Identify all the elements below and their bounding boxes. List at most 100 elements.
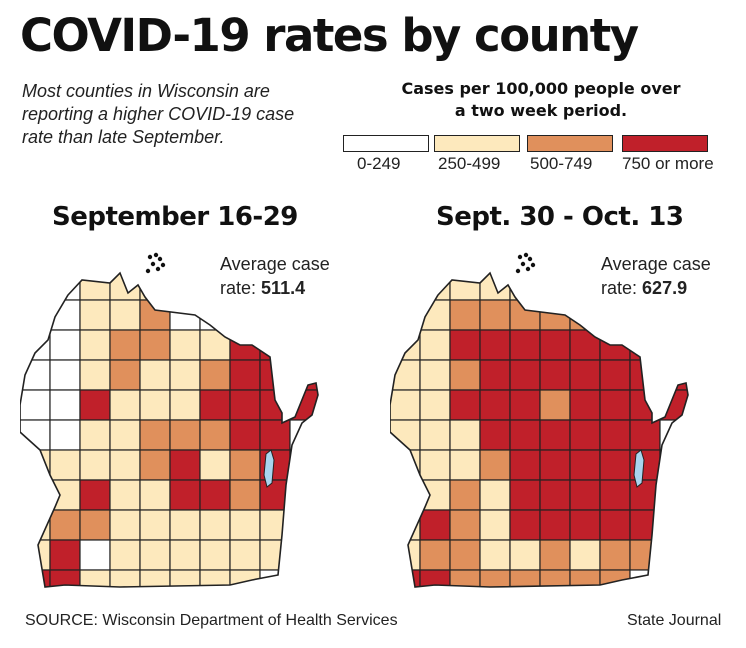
- apostle-island: [155, 266, 161, 272]
- county-cell: [509, 359, 541, 391]
- county-cell: [449, 273, 481, 301]
- county-cell: [659, 479, 688, 511]
- county-cell: [419, 329, 451, 361]
- county-cell: [79, 359, 111, 391]
- county-cell: [419, 539, 451, 571]
- county-cell: [449, 449, 481, 481]
- source-note: SOURCE: Wisconsin Department of Health S…: [25, 612, 398, 629]
- county-cell: [49, 273, 81, 301]
- county-cell: [449, 299, 481, 331]
- county-cell: [139, 509, 171, 541]
- county-cell: [49, 539, 81, 571]
- county-cell: [659, 569, 688, 587]
- county-cell: [509, 569, 541, 587]
- county-cell: [109, 329, 141, 361]
- county-cell: [199, 509, 231, 541]
- state-outline: [20, 271, 319, 588]
- county-cell: [599, 539, 631, 571]
- county-cell: [479, 299, 511, 331]
- county-cell: [139, 569, 171, 587]
- county-cell: [109, 419, 141, 451]
- county-layer: [20, 273, 318, 587]
- county-cell: [509, 539, 541, 571]
- wisconsin-map-october: [390, 252, 689, 588]
- county-cell: [199, 389, 231, 421]
- apostle-island: [153, 252, 159, 258]
- county-cell: [139, 539, 171, 571]
- county-cell: [79, 419, 111, 451]
- county-cell: [569, 479, 601, 511]
- county-cell: [449, 509, 481, 541]
- county-cell: [79, 449, 111, 481]
- county-cell: [79, 299, 111, 331]
- county-cell: [20, 329, 51, 361]
- legend-swatch-250-499: [434, 135, 520, 152]
- county-cell: [539, 329, 571, 361]
- apostle-island: [157, 256, 163, 262]
- county-cell: [419, 299, 451, 331]
- county-cell: [419, 419, 451, 451]
- average-rate-september-value: 511.4: [261, 278, 306, 298]
- county-cell: [419, 449, 451, 481]
- average-rate-september: Average case rate: 511.4: [220, 252, 330, 300]
- county-cell: [629, 359, 661, 391]
- county-cell: [259, 329, 291, 361]
- apostle-island: [517, 254, 523, 260]
- county-cell: [390, 273, 421, 301]
- county-cell: [229, 449, 261, 481]
- county-cell: [259, 539, 291, 571]
- county-cell: [479, 329, 511, 361]
- county-cell: [569, 539, 601, 571]
- lake-winnebago: [263, 449, 275, 488]
- county-cell: [479, 569, 511, 587]
- apostle-island: [525, 266, 531, 272]
- legend-title-line1: Cases per 100,000 people over: [401, 79, 681, 98]
- county-cell: [449, 389, 481, 421]
- county-cell: [229, 359, 261, 391]
- county-cell: [449, 359, 481, 391]
- county-cell: [199, 419, 231, 451]
- county-cell: [449, 479, 481, 511]
- county-cell: [79, 273, 111, 301]
- county-cell: [169, 389, 201, 421]
- apostle-island: [147, 254, 153, 260]
- state-outline: [390, 271, 689, 588]
- county-cell: [659, 509, 688, 541]
- county-cell: [289, 539, 318, 571]
- county-cell: [49, 509, 81, 541]
- county-cell: [629, 273, 661, 301]
- county-cell: [629, 539, 661, 571]
- legend-swatch-500-749: [527, 135, 613, 152]
- county-cell: [509, 329, 541, 361]
- county-cell: [289, 449, 318, 481]
- county-cell: [599, 389, 631, 421]
- average-rate-october-value: 627.9: [642, 278, 688, 298]
- county-cell: [509, 389, 541, 421]
- county-cell: [539, 359, 571, 391]
- county-cell: [289, 509, 318, 541]
- map-title-october: Sept. 30 - Oct. 13: [436, 202, 684, 232]
- average-rate-september-label: rate:: [220, 278, 257, 298]
- county-cell: [49, 449, 81, 481]
- apostle-island: [520, 261, 526, 267]
- county-cell: [629, 419, 661, 451]
- county-cell: [49, 419, 81, 451]
- legend-title-line2: a two week period.: [454, 101, 628, 120]
- county-cell: [509, 419, 541, 451]
- county-cell: [659, 273, 688, 301]
- county-cell: [599, 273, 631, 301]
- apostle-island: [527, 256, 533, 262]
- wisconsin-map-september: [20, 252, 319, 588]
- county-cell: [629, 329, 661, 361]
- apostle-island: [160, 262, 166, 268]
- county-cell: [199, 329, 231, 361]
- county-cell: [109, 359, 141, 391]
- county-cell: [199, 359, 231, 391]
- county-cell: [390, 329, 421, 361]
- county-cell: [199, 299, 231, 331]
- lake-winnebago: [633, 449, 645, 488]
- county-cell: [449, 539, 481, 571]
- county-cell: [229, 273, 261, 301]
- county-cell: [659, 539, 688, 571]
- county-cell: [139, 449, 171, 481]
